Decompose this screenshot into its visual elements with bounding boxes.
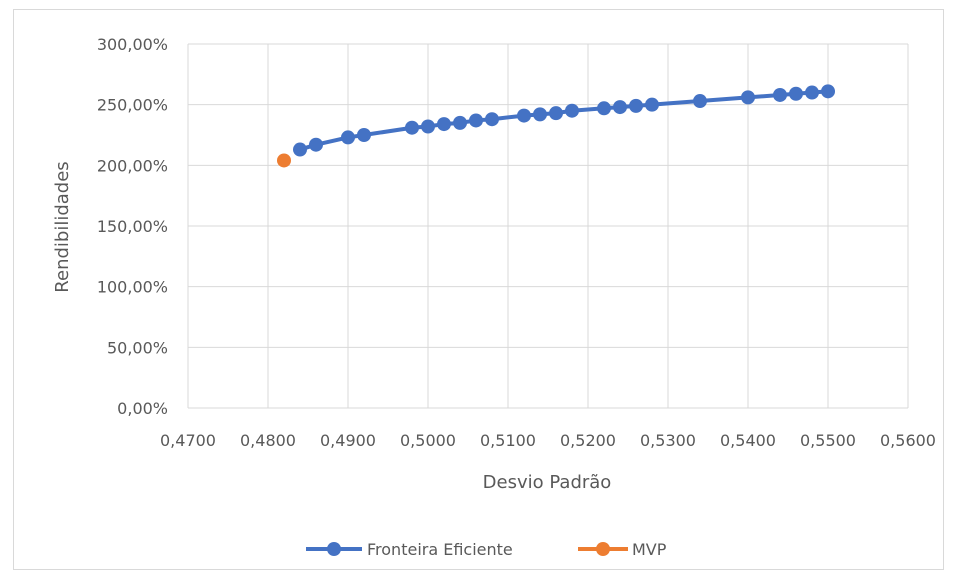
y-tick-label: 0,00% — [117, 399, 168, 418]
x-tick-label: 0,4800 — [240, 431, 296, 450]
fronteira-eficiente-point — [453, 115, 467, 130]
y-tick-label: 200,00% — [97, 156, 168, 175]
mvp-point — [277, 153, 291, 168]
fronteira-eficiente-point — [517, 108, 531, 123]
x-tick-label: 0,5100 — [480, 431, 536, 450]
fronteira-eficiente-point — [629, 98, 643, 113]
x-tick-label: 0,5000 — [400, 431, 456, 450]
x-tick-label: 0,5600 — [880, 431, 936, 450]
y-axis-title: Rendibilidades — [52, 161, 73, 292]
fronteira-eficiente-point — [485, 112, 499, 127]
fronteira-eficiente-point — [341, 130, 355, 145]
fronteira-eficiente-point — [597, 101, 611, 116]
legend-mvp-label: MVP — [632, 540, 667, 559]
x-tick-label: 0,5200 — [560, 431, 616, 450]
x-axis-title: Desvio Padrão — [483, 472, 612, 493]
y-tick-label: 100,00% — [97, 278, 168, 297]
fronteira-eficiente-point — [469, 113, 483, 128]
y-tick-label: 300,00% — [97, 35, 168, 54]
fronteira-eficiente-point — [405, 120, 419, 135]
fronteira-eficiente-point — [805, 85, 819, 100]
fronteira-eficiente-point — [309, 137, 323, 152]
y-tick-label: 150,00% — [97, 217, 168, 236]
x-tick-label: 0,5400 — [720, 431, 776, 450]
gridlines — [187, 43, 909, 409]
tick-labels: 0,4700 0,4800 0,4900 0,5000 0,5100 0,5200 0,53… — [97, 35, 936, 450]
fronteira-eficiente-point — [565, 103, 579, 118]
fronteira-eficiente-point — [437, 117, 451, 132]
fronteira-eficiente-point — [821, 84, 835, 99]
fronteira-eficiente-point — [773, 87, 787, 102]
legend-mvp-marker — [596, 542, 610, 556]
chart-border — [13, 9, 944, 570]
legend-fronteira-eficiente-label: Fronteira Eficiente — [367, 540, 513, 559]
fronteira-eficiente-point — [645, 97, 659, 112]
fronteira-eficiente-point — [293, 142, 307, 157]
fronteira-eficiente-point — [741, 90, 755, 105]
fronteira-eficiente-point — [789, 86, 803, 101]
legend-fronteira-eficiente-marker — [327, 542, 341, 556]
x-tick-label: 0,4700 — [160, 431, 216, 450]
series-marks — [277, 84, 835, 168]
fronteira-eficiente-point — [549, 106, 563, 121]
fronteira-eficiente-point — [357, 128, 371, 142]
y-tick-label: 250,00% — [97, 96, 168, 115]
fronteira-eficiente-point — [613, 100, 627, 115]
fronteira-eficiente-point — [533, 107, 547, 122]
legend: Fronteira Eficiente MVP — [306, 540, 667, 559]
x-tick-label: 0,4900 — [320, 431, 376, 450]
x-tick-label: 0,5500 — [800, 431, 856, 450]
fronteira-eficiente-point — [693, 94, 707, 109]
y-tick-label: 50,00% — [107, 338, 168, 357]
fronteira-eficiente-point — [421, 119, 435, 134]
x-tick-label: 0,5300 — [640, 431, 696, 450]
